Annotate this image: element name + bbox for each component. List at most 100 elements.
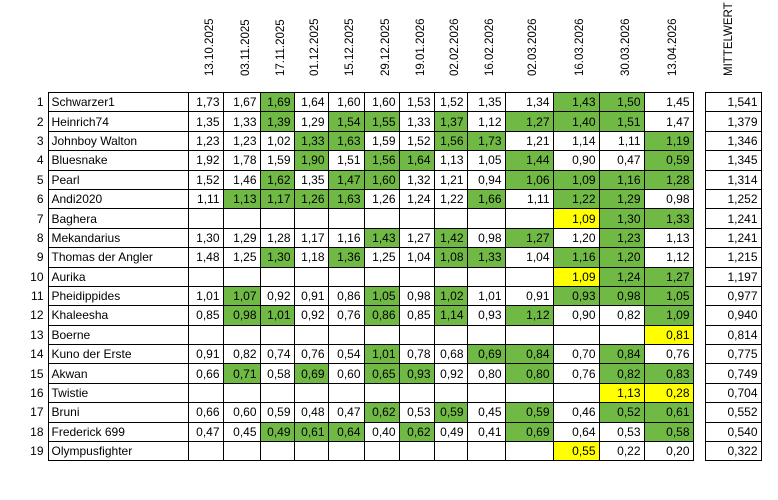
score-cell: 1,67 <box>222 91 261 113</box>
score-cell <box>293 266 329 287</box>
table-row: 15 Akwan 0,66 0,71 0,58 0,69 0,60 0,65 0,93 0,92 0… <box>22 363 762 384</box>
score-cell <box>398 382 435 404</box>
table-row: 14 Kuno der Erste 0,91 0,82 0,74 0,76 0,54 1,01… <box>22 344 762 365</box>
table-row: 10 Aurika 1,09 1,24 1,27 1,197 <box>22 266 762 287</box>
score-cell: 0,80 <box>504 363 554 384</box>
score-cell: 0,48 <box>293 402 329 423</box>
table-row: 7 Baghera 1,09 1,30 1,33 1,241 <box>22 208 762 229</box>
spacer <box>693 170 705 189</box>
mean-cell: 0,940 <box>704 305 762 326</box>
date-header: 15.12.2025 <box>344 18 356 76</box>
table-row: 18 Frederick 699 0,47 0,45 0,49 0,61 0,64 0,40 0… <box>22 421 762 443</box>
row-rank: 16 <box>30 386 44 401</box>
score-cell: 0,93 <box>466 305 506 326</box>
mean-cell: 0,322 <box>704 441 762 462</box>
score-cell: 1,24 <box>598 266 645 287</box>
row-rank: 17 <box>30 405 44 420</box>
score-cell: 1,13 <box>643 227 694 249</box>
mean-cell: 1,241 <box>704 227 762 249</box>
score-cell: 1,25 <box>222 247 261 268</box>
score-cell: 1,33 <box>222 111 261 132</box>
score-cell: 0,41 <box>466 421 506 443</box>
row-rank: 6 <box>36 192 44 207</box>
score-cell <box>293 441 329 462</box>
score-cell <box>187 266 224 287</box>
score-cell: 0,65 <box>363 363 400 384</box>
score-cell <box>433 324 468 346</box>
player-name: Aurika <box>47 266 189 287</box>
spacer <box>693 403 705 422</box>
score-cell: 1,33 <box>398 111 435 132</box>
score-cell: 1,22 <box>433 188 468 210</box>
table-row: 3 Johnboy Walton 1,23 1,23 1,02 1,33 1,63 1,59 1… <box>22 130 762 152</box>
score-cell: 0,53 <box>398 402 435 423</box>
mean-cell: 0,749 <box>704 363 762 384</box>
score-cell <box>504 324 554 346</box>
score-cell: 1,16 <box>552 247 600 268</box>
mean-cell: 0,775 <box>704 344 762 365</box>
score-cell: 0,52 <box>598 402 645 423</box>
score-cell: 1,30 <box>187 227 224 249</box>
score-cell: 1,90 <box>293 150 329 171</box>
score-cell: 0,76 <box>327 305 365 326</box>
spacer <box>693 151 705 170</box>
score-cell <box>222 208 261 229</box>
score-cell <box>504 266 554 287</box>
row-rank: 2 <box>36 114 44 129</box>
score-cell: 1,60 <box>363 91 400 113</box>
score-cell: 0,20 <box>643 441 694 462</box>
score-cell: 0,92 <box>259 285 295 307</box>
score-cell: 1,23 <box>187 130 224 152</box>
score-cell: 0,98 <box>398 285 435 307</box>
score-cell: 1,16 <box>598 169 645 190</box>
score-cell <box>466 441 506 462</box>
score-cell: 1,29 <box>222 227 261 249</box>
score-cell: 1,52 <box>187 169 224 190</box>
score-cell: 1,39 <box>259 111 295 132</box>
score-cell: 1,33 <box>643 208 694 229</box>
table-row: 1 Schwarzer1 1,73 1,67 1,69 1,64 1,60 1,60 1,53 1… <box>22 91 762 113</box>
ranking-table: 1 Schwarzer1 1,73 1,67 1,69 1,64 1,60 1,60 1,53 1… <box>22 91 762 462</box>
score-cell: 1,43 <box>363 227 400 249</box>
score-cell <box>327 441 365 462</box>
score-cell: 1,35 <box>466 91 506 113</box>
score-cell: 1,13 <box>598 382 645 404</box>
spacer <box>693 306 705 325</box>
score-cell <box>398 441 435 462</box>
score-cell: 1,24 <box>398 188 435 210</box>
player-name: Johnboy Walton <box>47 130 189 152</box>
score-cell <box>433 266 468 287</box>
score-cell <box>293 324 329 346</box>
score-cell: 0,85 <box>187 305 224 326</box>
score-cell <box>466 324 506 346</box>
mean-cell: 1,379 <box>704 111 762 132</box>
player-name: Pearl <box>47 169 189 190</box>
score-cell: 0,69 <box>504 421 554 443</box>
score-cell: 0,98 <box>598 285 645 307</box>
score-cell: 1,53 <box>398 91 435 113</box>
score-cell: 1,29 <box>293 111 329 132</box>
score-cell <box>398 208 435 229</box>
mean-cell: 1,252 <box>704 188 762 210</box>
row-rank: 15 <box>30 366 44 381</box>
score-cell: 0,90 <box>552 305 600 326</box>
score-cell: 0,74 <box>259 344 295 365</box>
score-cell <box>363 382 400 404</box>
score-cell: 1,27 <box>398 227 435 249</box>
score-cell <box>259 324 295 346</box>
score-cell: 0,59 <box>643 150 694 171</box>
spacer <box>693 189 705 208</box>
score-cell: 1,55 <box>363 111 400 132</box>
player-name: Schwarzer1 <box>47 91 189 113</box>
score-cell: 0,69 <box>466 344 506 365</box>
score-cell: 0,60 <box>327 363 365 384</box>
mean-cell: 1,215 <box>704 247 762 268</box>
row-rank: 3 <box>36 133 44 148</box>
score-cell: 0,61 <box>293 421 329 443</box>
score-cell: 1,33 <box>466 247 506 268</box>
score-cell: 1,63 <box>327 188 365 210</box>
score-cell: 1,23 <box>598 227 645 249</box>
score-cell <box>327 324 365 346</box>
score-cell: 1,44 <box>504 150 554 171</box>
score-cell: 1,92 <box>187 150 224 171</box>
